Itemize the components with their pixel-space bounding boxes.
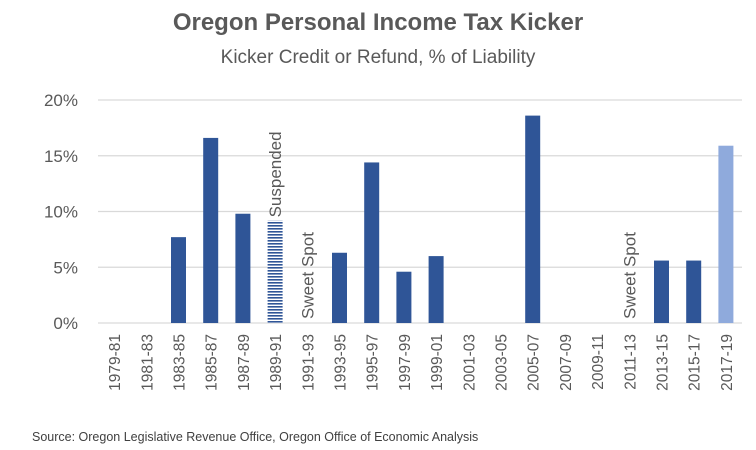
bar-1983-85 bbox=[171, 237, 186, 323]
x-tick-label: 2001-03 bbox=[461, 334, 478, 391]
x-tick-label: 1991-93 bbox=[300, 334, 317, 391]
x-axis-ticks: 1979-81 1981-83 1983-85 1985-87 1987-89 1989-… bbox=[107, 334, 736, 391]
x-tick-label: 1987-89 bbox=[236, 334, 253, 391]
x-tick-label: 1989-91 bbox=[268, 334, 285, 391]
bar-2017-19 bbox=[718, 145, 734, 323]
bar-2015-17 bbox=[686, 260, 702, 323]
bars bbox=[171, 115, 734, 323]
bar-1985-87 bbox=[203, 137, 219, 323]
x-tick-label: 1981-83 bbox=[139, 334, 156, 391]
y-tick-label: 10% bbox=[44, 203, 78, 222]
y-axis-ticks: 0% 5% 10% 15% 20% bbox=[44, 91, 78, 333]
annotation-label: Suspended bbox=[266, 131, 285, 217]
y-tick-label: 5% bbox=[53, 258, 78, 277]
x-tick-label: 2017-19 bbox=[719, 334, 736, 391]
x-tick-label: 1997-99 bbox=[397, 334, 414, 391]
bar-1999-01 bbox=[428, 256, 444, 323]
bar-1987-89 bbox=[235, 213, 251, 323]
x-tick-label: 2011-13 bbox=[622, 334, 639, 390]
x-tick-label: 2009-11 bbox=[590, 334, 607, 390]
annotation-label: Sweet Spot bbox=[620, 232, 639, 319]
x-tick-label: 1993-95 bbox=[333, 334, 350, 391]
x-tick-label: 2003-05 bbox=[494, 334, 511, 391]
x-tick-label: 1983-85 bbox=[172, 334, 189, 391]
bar-1993-95 bbox=[332, 252, 347, 323]
annotations: Suspended Sweet Spot Sweet Spot bbox=[266, 131, 639, 319]
bar-2013-15 bbox=[654, 260, 669, 323]
x-tick-label: 1979-81 bbox=[107, 334, 124, 391]
x-tick-label: 1999-01 bbox=[429, 334, 446, 391]
y-tick-label: 15% bbox=[44, 147, 78, 166]
chart-subtitle: Kicker Credit or Refund, % of Liability bbox=[221, 47, 536, 68]
bar-1995-97 bbox=[364, 162, 380, 323]
gridlines bbox=[98, 99, 742, 324]
bar-1997-99 bbox=[396, 271, 412, 323]
x-tick-label: 2007-09 bbox=[558, 334, 575, 391]
x-tick-label: 1995-97 bbox=[365, 334, 382, 391]
chart-title: Oregon Personal Income Tax Kicker bbox=[173, 9, 583, 36]
x-tick-label: 2015-17 bbox=[687, 334, 704, 391]
annotation-label: Sweet Spot bbox=[298, 232, 317, 319]
y-tick-label: 0% bbox=[53, 314, 78, 333]
source-note: Source: Oregon Legislative Revenue Offic… bbox=[32, 430, 478, 444]
bar-2005-07 bbox=[525, 115, 541, 323]
x-tick-label: 2013-15 bbox=[655, 334, 672, 391]
x-tick-label: 2005-07 bbox=[526, 334, 543, 391]
y-tick-label: 20% bbox=[44, 91, 78, 110]
bar-1989-91 bbox=[267, 220, 283, 323]
x-tick-label: 1985-87 bbox=[204, 334, 221, 391]
